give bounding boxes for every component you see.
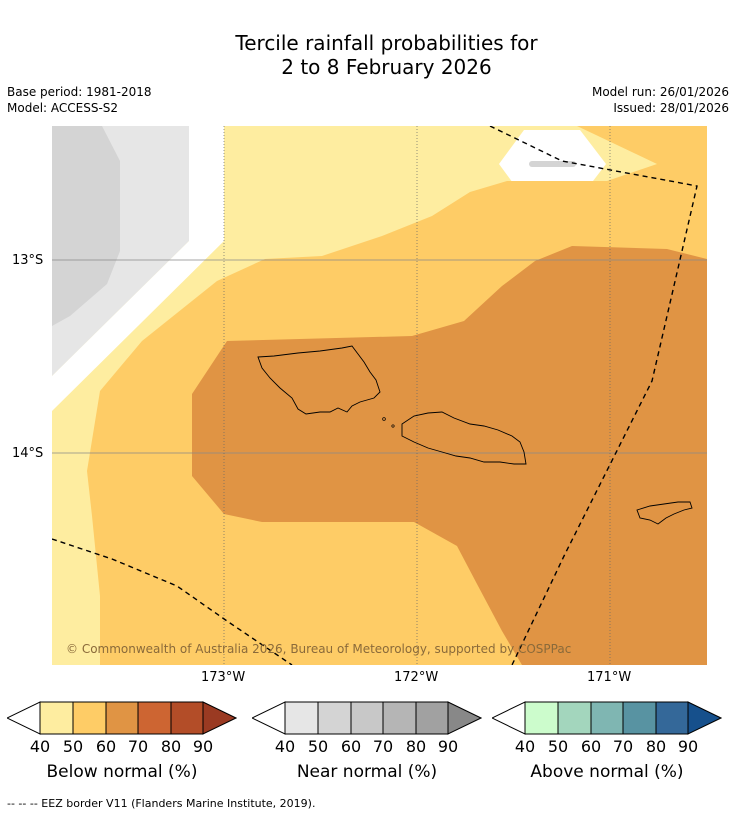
above-cbar-80-90 [655, 701, 689, 735]
title-line-1: Tercile rainfall probabilities for [235, 31, 538, 55]
near-tick-50: 50 [307, 737, 329, 756]
below-tick-70: 70 [127, 737, 149, 756]
near-normal-label: Near normal (%) [296, 762, 438, 782]
above-tick-40: 40 [514, 737, 536, 756]
model-run: Model run: 26/01/2026 [591, 85, 729, 99]
above-tick-60: 60 [580, 737, 602, 756]
title-line-2: 2 to 8 February 2026 [281, 55, 492, 79]
near-cbar-max-arrow [447, 701, 482, 735]
manono-islet [382, 417, 386, 421]
below-cbar-60-70 [105, 701, 139, 735]
apolima-islet [391, 424, 395, 428]
issued-date: Issued: 28/01/2026 [613, 101, 729, 115]
savaii-island [257, 345, 381, 415]
near-60-70-region [52, 126, 120, 326]
lat-label-13s: 13°S [12, 253, 44, 268]
near-tick-40: 40 [274, 737, 296, 756]
upolu-island [401, 411, 527, 465]
lon-label-172w: 172°W [394, 670, 439, 685]
below-cbar-80-90 [170, 701, 204, 735]
base-period: Base period: 1981-2018 [7, 85, 152, 99]
tutuila-island [636, 501, 693, 525]
eez-border-west [52, 538, 293, 665]
below-cbar-40-50 [39, 701, 74, 735]
eez-border-east [489, 126, 698, 665]
below-cbar-70-80 [137, 701, 172, 735]
below-tick-80: 80 [160, 737, 182, 756]
below-tick-90: 90 [192, 737, 214, 756]
above-cbar-70-80 [622, 701, 657, 735]
near-tick-60: 60 [340, 737, 362, 756]
lat-label-14s: 14°S [12, 446, 44, 461]
near-cbar-60-70 [350, 701, 384, 735]
above-cbar-max-arrow [687, 701, 722, 735]
below-cbar-50-60 [72, 701, 107, 735]
below-normal-label: Below normal (%) [46, 762, 198, 782]
above-cbar-60-70 [590, 701, 624, 735]
above-tick-80: 80 [645, 737, 667, 756]
near-cbar-50-60 [317, 701, 352, 735]
near-tick-90: 90 [437, 737, 459, 756]
near-cbar-70-80 [382, 701, 417, 735]
below-tick-50: 50 [62, 737, 84, 756]
above-tick-70: 70 [612, 737, 634, 756]
near-cbar-min-arrow [252, 701, 286, 735]
above-cbar-40-50 [524, 701, 559, 735]
above-tick-50: 50 [547, 737, 569, 756]
near-cbar-40-50 [284, 701, 319, 735]
near-normal-colorbar [252, 701, 482, 735]
below-normal-colorbar [7, 701, 237, 735]
lon-label-171w: 171°W [587, 670, 632, 685]
near-tick-80: 80 [405, 737, 427, 756]
below-cbar-max-arrow [202, 701, 237, 735]
above-tick-90: 90 [677, 737, 699, 756]
eez-legend-note: -- -- -- EEZ border V11 (Flanders Marine… [7, 797, 316, 810]
model-name: Model: ACCESS-S2 [7, 101, 119, 115]
above-normal-colorbar [492, 701, 722, 735]
no-signal-strip [52, 126, 224, 411]
below-tick-60: 60 [95, 737, 117, 756]
above-cbar-min-arrow [492, 701, 526, 735]
probability-map [52, 126, 707, 665]
below-cbar-min-arrow [7, 701, 41, 735]
near-tick-70: 70 [372, 737, 394, 756]
below-tick-40: 40 [29, 737, 51, 756]
lon-label-173w: 173°W [201, 670, 246, 685]
above-cbar-50-60 [557, 701, 592, 735]
copyright-notice: © Commonwealth of Australia 2026, Bureau… [66, 642, 572, 656]
near-cbar-80-90 [415, 701, 449, 735]
above-normal-label: Above normal (%) [530, 762, 684, 782]
